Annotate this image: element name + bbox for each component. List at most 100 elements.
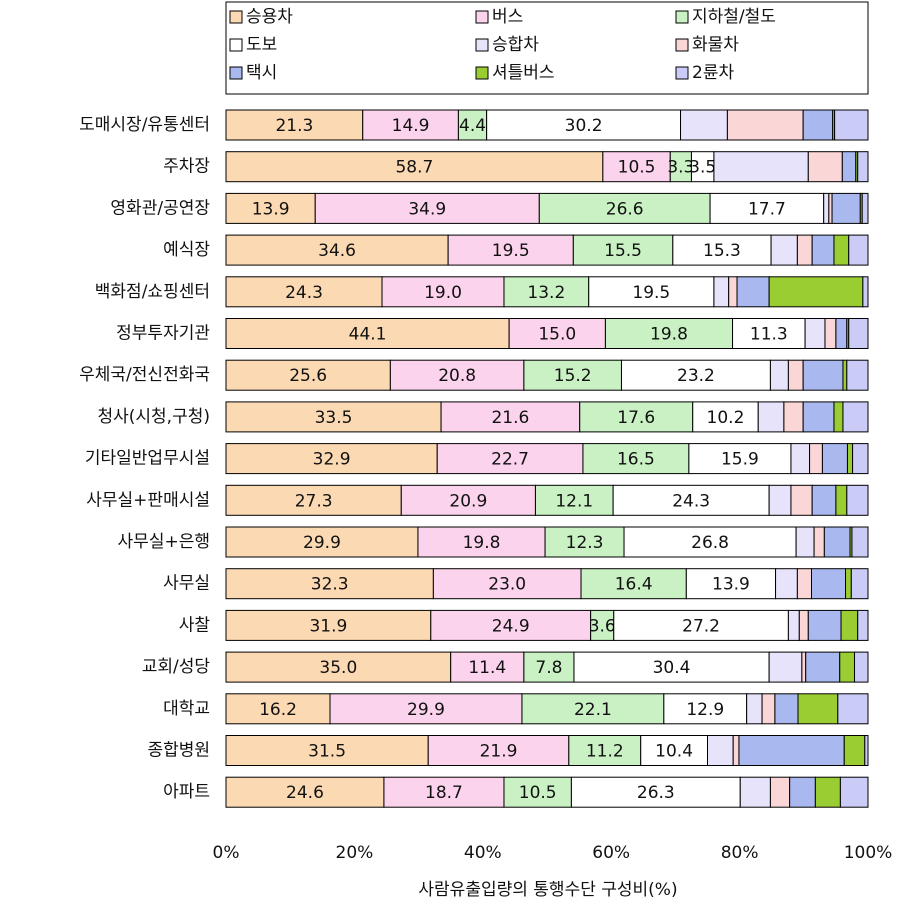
legend-label: 2륜차 bbox=[692, 63, 734, 83]
legend-label: 셔틀버스 bbox=[492, 63, 555, 83]
x-tick-label: 0% bbox=[213, 843, 240, 863]
bar-segment bbox=[732, 318, 806, 349]
bar-segment bbox=[538, 192, 711, 224]
bar-segment bbox=[329, 693, 523, 725]
value-label: 58.7 bbox=[395, 158, 433, 178]
bar-segment bbox=[857, 151, 869, 183]
value-label: 14.9 bbox=[392, 116, 430, 136]
category-label: 영화관/공연장 bbox=[110, 198, 210, 218]
bar-segment bbox=[707, 735, 734, 766]
value-label: 19.8 bbox=[650, 325, 688, 345]
bar-segment bbox=[225, 234, 449, 266]
bar-segment bbox=[746, 693, 763, 725]
value-label: 16.4 bbox=[615, 575, 653, 595]
bar-segment bbox=[680, 109, 728, 141]
value-label: 26.6 bbox=[606, 199, 644, 219]
bar-segment bbox=[839, 651, 856, 683]
x-tick-label: 20% bbox=[336, 843, 374, 863]
bar-segment bbox=[809, 443, 823, 475]
value-label: 15.3 bbox=[703, 241, 741, 261]
bar-segment bbox=[846, 443, 854, 475]
bar-segment bbox=[225, 609, 432, 641]
bar-segment bbox=[417, 526, 546, 558]
bar-segment bbox=[225, 401, 442, 433]
value-label: 12.1 bbox=[555, 491, 593, 511]
bar-segment bbox=[801, 651, 807, 683]
bar-segment bbox=[864, 735, 869, 766]
bar-segment bbox=[381, 276, 505, 308]
bar-segment bbox=[486, 109, 682, 141]
bar-segment bbox=[640, 735, 708, 766]
bar-segment bbox=[768, 484, 792, 516]
value-label: 11.2 bbox=[586, 742, 624, 762]
bar-segment bbox=[726, 109, 804, 141]
bar-segment bbox=[790, 443, 811, 475]
value-label: 27.2 bbox=[682, 616, 720, 636]
value-label: 44.1 bbox=[349, 325, 387, 345]
bar-segment bbox=[739, 776, 771, 808]
value-label: 10.2 bbox=[707, 408, 745, 428]
legend-swatch bbox=[675, 66, 689, 80]
bar-segment bbox=[225, 443, 438, 475]
value-label: 27.3 bbox=[295, 491, 333, 511]
category-label: 사무실+은행 bbox=[118, 532, 210, 552]
value-label: 15.0 bbox=[538, 325, 576, 345]
bar-segment bbox=[588, 276, 715, 308]
value-label: 22.7 bbox=[491, 450, 529, 470]
bar-segment bbox=[728, 276, 738, 308]
value-label: 15.2 bbox=[554, 366, 592, 386]
bar-segment bbox=[811, 568, 847, 600]
value-label: 11.4 bbox=[468, 658, 506, 678]
value-label: 26.3 bbox=[637, 783, 675, 803]
category-label: 사무실+판매시설 bbox=[86, 490, 210, 510]
bar-segment bbox=[225, 651, 452, 683]
legend-label: 버스 bbox=[492, 7, 523, 27]
bar-segment bbox=[783, 401, 804, 433]
legend-label: 택시 bbox=[246, 63, 277, 83]
bar-segment bbox=[362, 109, 459, 141]
x-tick-label: 40% bbox=[464, 843, 502, 863]
bar-segment bbox=[623, 526, 797, 558]
value-label: 13.9 bbox=[252, 199, 290, 219]
bar-segment bbox=[709, 192, 825, 224]
bar-segment bbox=[732, 735, 740, 766]
bar-segment bbox=[854, 651, 869, 683]
category-label: 사찰 bbox=[179, 615, 211, 635]
value-label: 13.2 bbox=[527, 283, 565, 303]
bar-segment bbox=[795, 526, 815, 558]
bar-segment bbox=[738, 735, 845, 766]
value-label: 3.6 bbox=[589, 616, 616, 636]
bar-segment bbox=[833, 234, 850, 266]
bar-segment bbox=[225, 318, 510, 349]
bar-segment bbox=[841, 151, 857, 183]
bar-segment bbox=[837, 693, 869, 725]
category-label: 도매시장/유통센터 bbox=[79, 115, 210, 135]
value-label: 24.6 bbox=[286, 783, 324, 803]
legend-swatch bbox=[675, 38, 689, 52]
bar-segment bbox=[534, 484, 614, 516]
category-label: 종합병원 bbox=[147, 741, 210, 761]
bar-segment bbox=[544, 526, 625, 558]
legend-label: 승합차 bbox=[492, 35, 539, 55]
bar-segment bbox=[862, 276, 869, 308]
bar-segment bbox=[503, 276, 590, 308]
value-label: 34.9 bbox=[408, 199, 446, 219]
bar-segment bbox=[796, 568, 813, 600]
bar-segment bbox=[823, 526, 851, 558]
bar-segment bbox=[802, 401, 835, 433]
bar-segment bbox=[842, 401, 869, 433]
value-label: 18.7 bbox=[425, 783, 463, 803]
bar-segment bbox=[768, 651, 803, 683]
bar-segment bbox=[839, 776, 869, 808]
value-label: 3.5 bbox=[689, 158, 716, 178]
legend-label: 화물차 bbox=[692, 35, 739, 55]
bar-segment bbox=[225, 109, 364, 141]
value-label: 16.2 bbox=[259, 700, 297, 720]
bar-segment bbox=[807, 609, 842, 641]
value-label: 29.9 bbox=[407, 700, 445, 720]
bar-segment bbox=[802, 359, 844, 391]
bar-segment bbox=[775, 568, 798, 600]
value-label: 21.9 bbox=[480, 742, 518, 762]
bar-segment bbox=[834, 109, 869, 141]
